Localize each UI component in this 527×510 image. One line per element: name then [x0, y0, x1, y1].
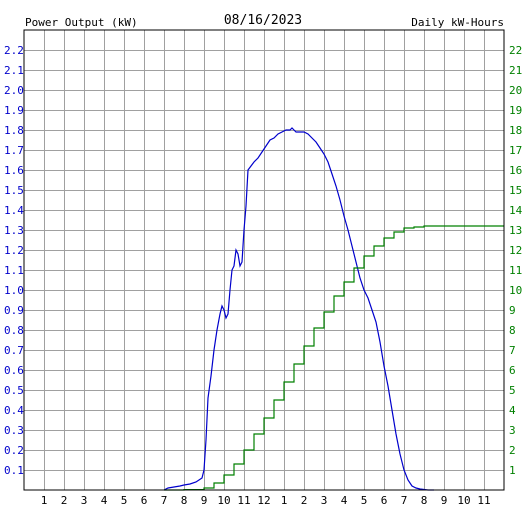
- right-tick-label: 6: [509, 364, 516, 377]
- left-tick-label: 0.1: [4, 464, 24, 477]
- right-tick-label: 14: [509, 204, 523, 217]
- left-tick-label: 0.7: [4, 344, 24, 357]
- right-tick-label: 22: [509, 44, 522, 57]
- x-axis-ticks: 1 2 3 4 5 6 7 8 9 10 11 12 1 2 3 4 5 6 7 8 9 10 11: [41, 494, 491, 507]
- series: [163, 127, 504, 491]
- right-tick-label: 17: [509, 144, 522, 157]
- x-tick-label: 10: [217, 494, 230, 507]
- left-tick-label: 1.8: [4, 124, 24, 137]
- x-tick-label: 2: [301, 494, 308, 507]
- x-tick-label: 3: [321, 494, 328, 507]
- power-output-line: [163, 127, 434, 491]
- left-tick-label: 0.6: [4, 364, 24, 377]
- x-tick-label: 11: [477, 494, 490, 507]
- right-tick-label: 11: [509, 264, 522, 277]
- x-tick-label: 2: [61, 494, 68, 507]
- left-tick-label: 1.7: [4, 144, 24, 157]
- left-tick-label: 2.1: [4, 64, 24, 77]
- x-tick-label: 7: [401, 494, 408, 507]
- x-tick-label: 1: [281, 494, 288, 507]
- x-tick-label: 6: [381, 494, 388, 507]
- right-tick-label: 4: [509, 404, 516, 417]
- x-tick-label: 10: [457, 494, 470, 507]
- x-tick-label: 9: [201, 494, 208, 507]
- left-tick-label: 1.4: [4, 204, 24, 217]
- right-tick-label: 7: [509, 344, 516, 357]
- x-tick-label: 8: [181, 494, 188, 507]
- x-tick-label: 1: [41, 494, 48, 507]
- right-tick-label: 10: [509, 284, 522, 297]
- left-axis-label: Power Output (kW): [25, 16, 138, 29]
- left-tick-label: 0.8: [4, 324, 24, 337]
- left-tick-label: 1.3: [4, 224, 24, 237]
- right-tick-label: 20: [509, 84, 522, 97]
- x-tick-label: 4: [101, 494, 108, 507]
- x-tick-label: 11: [237, 494, 250, 507]
- right-tick-label: 12: [509, 244, 522, 257]
- right-tick-label: 15: [509, 184, 522, 197]
- left-tick-label: 1.2: [4, 244, 24, 257]
- chart-title: 08/16/2023: [224, 13, 302, 28]
- left-tick-label: 0.2: [4, 444, 24, 457]
- x-tick-label: 9: [441, 494, 448, 507]
- left-tick-label: 1.1: [4, 264, 24, 277]
- x-tick-label: 12: [257, 494, 270, 507]
- plot-frame: [23, 29, 505, 491]
- right-tick-label: 16: [509, 164, 522, 177]
- right-tick-label: 1: [509, 464, 516, 477]
- right-tick-label: 3: [509, 424, 516, 437]
- left-tick-label: 0.3: [4, 424, 24, 437]
- left-tick-label: 1.9: [4, 104, 24, 117]
- right-tick-label: 2: [509, 444, 516, 457]
- right-axis-label: Daily kW-Hours: [411, 16, 504, 29]
- left-tick-label: 1.6: [4, 164, 24, 177]
- right-tick-label: 21: [509, 64, 522, 77]
- left-tick-label: 0.4: [4, 404, 24, 417]
- daily-kwh-line: [164, 225, 504, 491]
- right-tick-label: 18: [509, 124, 522, 137]
- x-tick-label: 3: [81, 494, 88, 507]
- x-tick-label: 5: [361, 494, 368, 507]
- left-tick-label: 1.5: [4, 184, 24, 197]
- x-tick-label: 6: [141, 494, 148, 507]
- left-tick-label: 2.0: [4, 84, 24, 97]
- x-tick-label: 7: [161, 494, 168, 507]
- left-tick-label: 0.9: [4, 304, 24, 317]
- x-tick-label: 4: [341, 494, 348, 507]
- right-tick-label: 8: [509, 324, 516, 337]
- x-tick-label: 8: [421, 494, 428, 507]
- right-tick-label: 13: [509, 224, 522, 237]
- right-tick-label: 5: [509, 384, 516, 397]
- left-tick-label: 2.2: [4, 44, 24, 57]
- left-axis-ticks: 0.1 0.2 0.3 0.4 0.5 0.6 0.7 0.8 0.9 1.0 1.1 1.2 1.3 1…: [4, 44, 24, 477]
- grid: [24, 30, 504, 490]
- right-tick-label: 9: [509, 304, 516, 317]
- x-tick-label: 5: [121, 494, 128, 507]
- left-tick-label: 0.5: [4, 384, 24, 397]
- left-tick-label: 1.0: [4, 284, 24, 297]
- right-tick-label: 19: [509, 104, 522, 117]
